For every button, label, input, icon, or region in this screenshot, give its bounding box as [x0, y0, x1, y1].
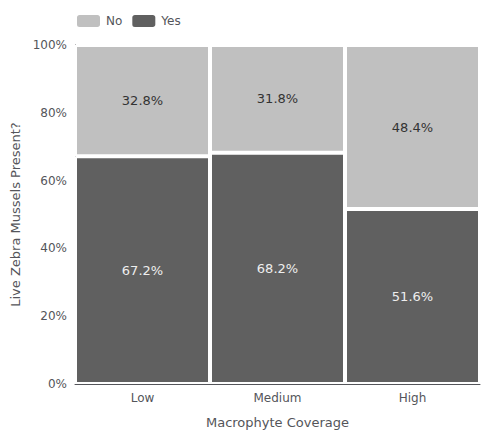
svg-text:68.2%: 68.2% [257, 261, 298, 276]
svg-text:31.8%: 31.8% [257, 91, 298, 106]
svg-text:51.6%: 51.6% [392, 289, 433, 304]
svg-text:Yes: Yes [160, 14, 180, 28]
svg-text:80%: 80% [40, 106, 67, 120]
svg-text:32.8%: 32.8% [122, 93, 163, 108]
svg-text:67.2%: 67.2% [122, 263, 163, 278]
svg-text:48.4%: 48.4% [392, 120, 433, 135]
svg-text:High: High [399, 391, 427, 405]
svg-text:0%: 0% [48, 377, 67, 391]
svg-text:Macrophyte Coverage: Macrophyte Coverage [206, 415, 349, 430]
svg-text:Live Zebra Mussels Present?: Live Zebra Mussels Present? [8, 122, 23, 306]
svg-text:100%: 100% [33, 38, 67, 52]
svg-text:20%: 20% [40, 309, 67, 323]
svg-text:Low: Low [131, 391, 155, 405]
svg-text:60%: 60% [40, 174, 67, 188]
svg-text:40%: 40% [40, 241, 67, 255]
svg-text:Medium: Medium [254, 391, 302, 405]
svg-text:No: No [106, 14, 122, 28]
